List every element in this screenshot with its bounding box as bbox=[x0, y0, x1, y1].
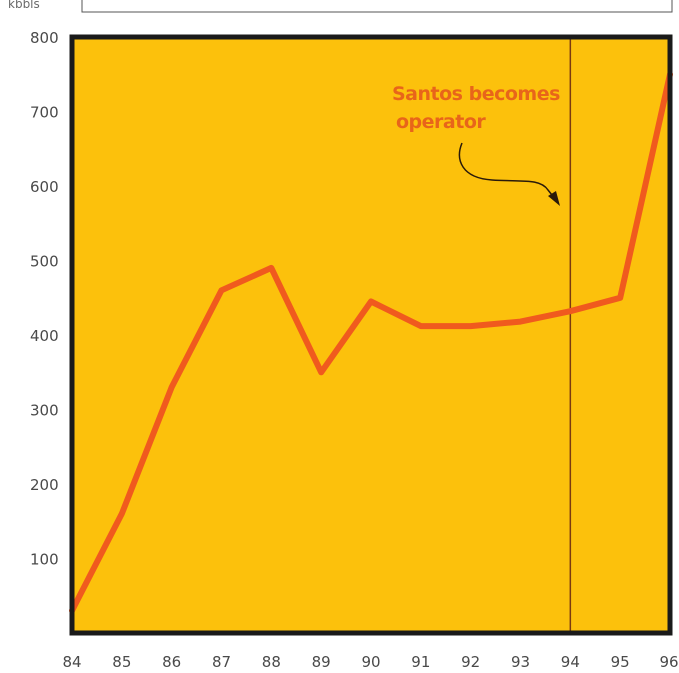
x-tick-label: 86 bbox=[162, 653, 181, 671]
y-tick-label: 500 bbox=[30, 253, 59, 271]
x-tick-label: 94 bbox=[561, 653, 580, 671]
series-line bbox=[69, 71, 673, 614]
plot-frame bbox=[69, 34, 673, 636]
x-tick-label: 89 bbox=[312, 653, 331, 671]
y-axis: 100 200 300 400 500 600 700 800 bbox=[30, 29, 59, 569]
annotation-line-2: operator bbox=[396, 111, 486, 133]
x-tick-label: 95 bbox=[611, 653, 630, 671]
x-tick-label: 87 bbox=[212, 653, 231, 671]
y-tick-label: 300 bbox=[30, 402, 59, 420]
y-tick-label: 200 bbox=[30, 476, 59, 494]
x-tick-label: 92 bbox=[461, 653, 480, 671]
x-tick-label: 85 bbox=[112, 653, 131, 671]
x-axis: 84 85 86 87 88 89 90 91 92 93 94 95 96 bbox=[62, 653, 678, 671]
x-tick-label: 90 bbox=[361, 653, 380, 671]
x-tick-label: 91 bbox=[411, 653, 430, 671]
plot-area bbox=[72, 37, 670, 633]
y-tick-label: 600 bbox=[30, 178, 59, 196]
x-tick-label: 88 bbox=[262, 653, 281, 671]
y-tick-label: 400 bbox=[30, 327, 59, 345]
x-tick-label: 96 bbox=[659, 653, 678, 671]
annotation-line-1: Santos becomes bbox=[392, 83, 560, 105]
x-tick-label: 93 bbox=[511, 653, 530, 671]
y-tick-label: 100 bbox=[30, 551, 59, 569]
annotation-arrow bbox=[458, 142, 557, 201]
header-box bbox=[81, 0, 673, 13]
annotation-arrowhead bbox=[548, 191, 560, 206]
y-tick-label: 800 bbox=[30, 29, 59, 47]
y-tick-label: 700 bbox=[30, 104, 59, 122]
x-tick-label: 84 bbox=[62, 653, 81, 671]
unit-label: kbbls bbox=[8, 0, 40, 11]
